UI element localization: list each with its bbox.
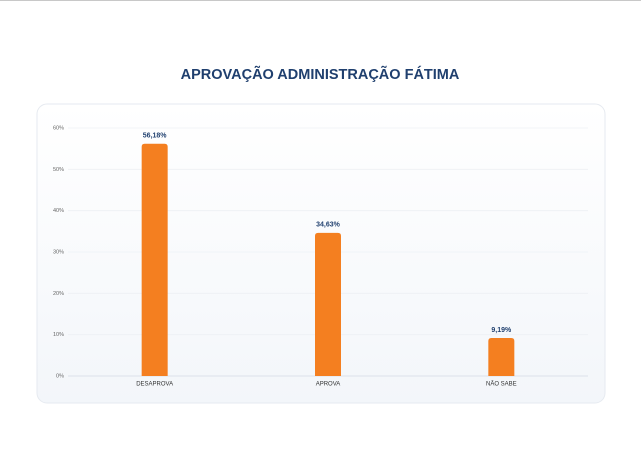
y-tick-label: 30% <box>53 249 64 255</box>
bar <box>141 143 168 376</box>
y-tick-label: 0% <box>56 373 64 379</box>
x-tick-label: NÃO SABE <box>486 381 517 388</box>
y-tick-label: 10% <box>53 332 64 338</box>
value-label: 9,19% <box>491 327 512 334</box>
bar <box>315 232 341 376</box>
y-tick-label: 60% <box>53 125 64 131</box>
y-tick-label: 50% <box>53 167 64 173</box>
value-label: 56,18% <box>143 133 168 140</box>
x-tick-label: DESAPROVA <box>136 382 173 388</box>
y-tick-label: 40% <box>53 208 64 214</box>
chart-title: APROVAÇÃO ADMINISTRAÇÃO FÁTIMA <box>181 65 460 83</box>
bar <box>488 338 515 376</box>
y-tick-label: 20% <box>53 291 64 297</box>
value-label: 34,63% <box>316 222 341 229</box>
x-tick-label: APROVA <box>316 382 341 388</box>
